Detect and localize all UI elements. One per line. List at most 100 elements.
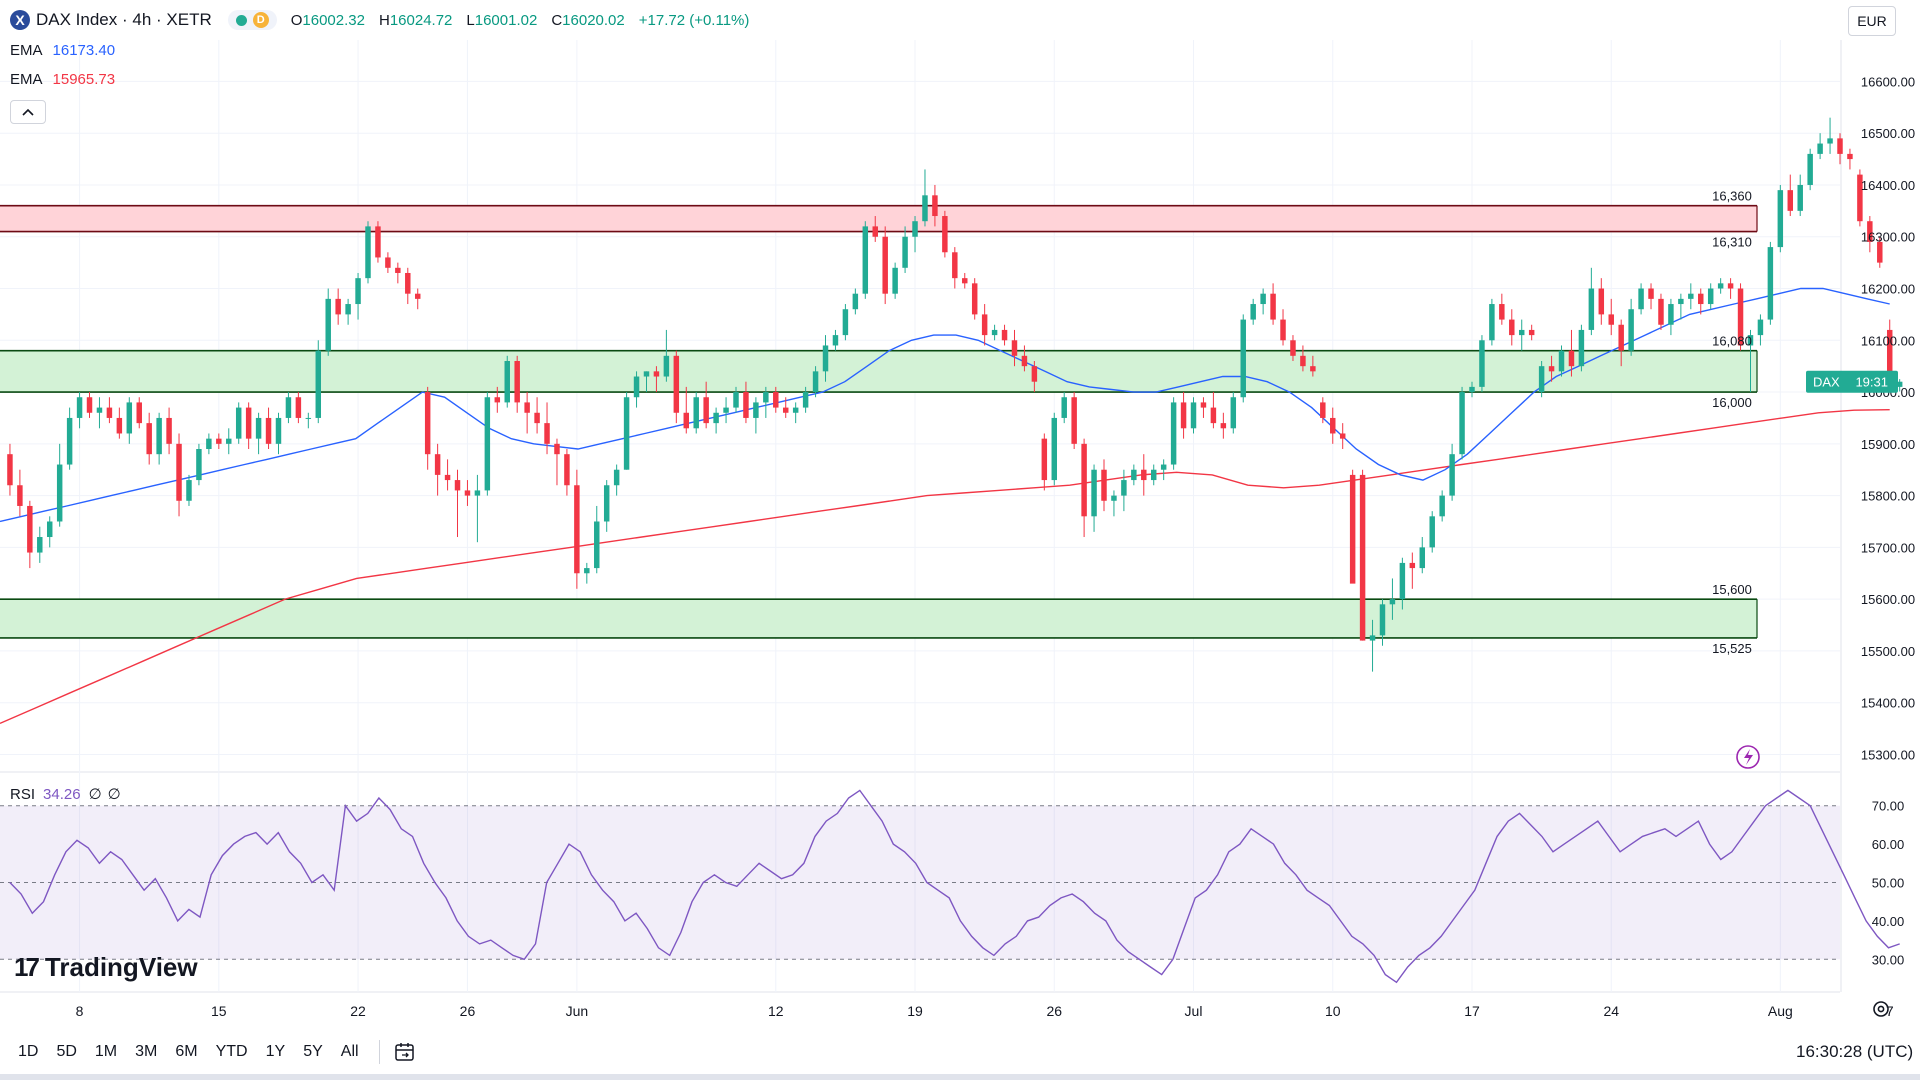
candle-body	[733, 392, 739, 408]
candle-body	[773, 392, 779, 408]
candle-body	[1499, 304, 1505, 320]
range-1y-button[interactable]: 1Y	[265, 1043, 286, 1060]
candle-body	[574, 485, 580, 574]
candle-body	[56, 464, 63, 522]
range-6m-button[interactable]: 6M	[175, 1043, 198, 1060]
range-1d-button[interactable]: 1D	[18, 1043, 39, 1060]
candle-body	[1230, 397, 1237, 429]
price-axis-label: 16600.00	[1861, 74, 1915, 89]
candle-body	[872, 226, 878, 237]
candle-body	[235, 407, 242, 439]
candle-body	[1658, 298, 1664, 325]
candle-body	[952, 252, 958, 279]
candle-body	[1041, 438, 1048, 481]
symbol-title[interactable]: DAX Index · 4h · XETR	[36, 10, 212, 29]
rsi-axis-label: 40.00	[1872, 914, 1905, 929]
zone-top-label: 16,080	[1712, 334, 1752, 349]
candle-body	[315, 350, 322, 418]
time-axis-label: 19	[907, 1003, 923, 1019]
range-3m-button[interactable]: 3M	[135, 1043, 158, 1060]
candle-body	[474, 490, 481, 496]
candle-body	[1270, 293, 1276, 320]
candle-body	[892, 267, 898, 294]
range-1m-button[interactable]: 1M	[94, 1043, 118, 1060]
candle-body	[1131, 469, 1137, 481]
price-axis-label: 15300.00	[1861, 747, 1915, 762]
rsi-na-value: ∅	[88, 786, 102, 803]
utc-clock[interactable]: 16:30:28 (UTC)	[1796, 1042, 1914, 1061]
candle-body	[405, 272, 411, 294]
candle-body	[1260, 293, 1266, 305]
candle-body	[1479, 340, 1485, 387]
rsi-axis-label: 30.00	[1872, 952, 1905, 967]
candle-body	[46, 521, 53, 538]
candle-body	[1170, 402, 1177, 465]
tradingview-logo[interactable]: 17 TradingView	[14, 952, 198, 983]
candle-body	[1419, 547, 1426, 569]
data-delay-badge: D	[252, 12, 269, 28]
candle-body	[1091, 469, 1097, 517]
symbol-header: X DAX Index · 4h · XETR D O16002.32 H160…	[10, 10, 749, 30]
candle-body	[1678, 298, 1684, 305]
range-all-button[interactable]: All	[340, 1043, 359, 1060]
candle-body	[156, 417, 162, 455]
collapse-legend-button[interactable]	[10, 100, 46, 124]
candle-body	[76, 397, 83, 418]
candle-body	[196, 449, 202, 481]
ema-fast-value: 16173.40	[52, 42, 116, 59]
candle-body	[753, 402, 759, 418]
tradingview-logo-text: TradingView	[44, 952, 198, 982]
range-5y-button[interactable]: 5Y	[303, 1043, 323, 1060]
price-axis-label: 15400.00	[1861, 696, 1915, 711]
candle-body	[1857, 174, 1863, 222]
candle-body	[265, 417, 272, 444]
zone-bottom-label: 16,000	[1712, 395, 1752, 410]
ema-slow-legend[interactable]: EMA 15965.73	[10, 71, 115, 88]
candle-body	[1608, 314, 1614, 325]
candle-body	[1847, 153, 1853, 160]
candle-body	[106, 407, 113, 418]
ohlc-change: +17.72 (+0.11%)	[638, 11, 750, 29]
candle-body	[504, 360, 510, 403]
candle-body	[693, 397, 699, 429]
toolbar-divider	[378, 1040, 380, 1064]
candle-body	[1648, 288, 1654, 299]
candle-body	[902, 236, 908, 268]
time-axis-label: 10	[1325, 1003, 1341, 1019]
candle-body	[464, 490, 471, 496]
zone-label-layer: 16,360 16,310 16,080 16,000 15,600 15,525	[1712, 189, 1752, 656]
candle-body	[1310, 366, 1316, 372]
range-5d-button[interactable]: 5D	[56, 1043, 77, 1060]
candle-body	[1111, 495, 1117, 501]
candle-body	[355, 278, 361, 305]
time-axis-label: 24	[1603, 1003, 1619, 1019]
x-logo-icon: X	[10, 10, 30, 30]
candle-body	[962, 278, 968, 284]
calendar-goto-icon[interactable]	[394, 1041, 416, 1063]
zone-top-label: 16,360	[1712, 189, 1752, 204]
candle-body	[1469, 386, 1475, 393]
candle-body	[365, 226, 371, 279]
chevron-up-icon	[22, 108, 34, 116]
candle-body	[1061, 397, 1067, 418]
currency-button[interactable]: EUR	[1848, 6, 1896, 36]
candle-body	[1330, 417, 1336, 434]
candle-body	[1618, 324, 1624, 351]
support-zone	[0, 599, 1757, 638]
ema-fast-legend[interactable]: EMA 16173.40	[10, 42, 115, 59]
candle-body	[1767, 247, 1774, 320]
candle-body	[723, 407, 729, 413]
candle-body	[1001, 329, 1008, 341]
ema-fast-label: EMA	[10, 42, 43, 59]
candle-body	[226, 438, 232, 444]
candle-body	[1439, 495, 1445, 517]
candle-body	[1787, 190, 1794, 211]
range-ytd-button[interactable]: YTD	[215, 1043, 248, 1060]
market-status-pill[interactable]: D	[227, 10, 277, 30]
gear-icon[interactable]	[1870, 998, 1892, 1020]
rsi-label: RSI	[10, 786, 36, 803]
candle-body	[534, 412, 540, 424]
rsi-legend[interactable]: RSI 34.26 ∅ ∅	[10, 785, 127, 803]
zone-top-label: 15,600	[1712, 582, 1752, 597]
